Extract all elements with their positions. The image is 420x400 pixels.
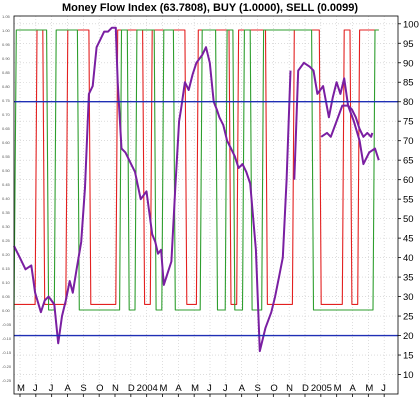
grid bbox=[14, 16, 398, 394]
left-tick-label: -0.15 bbox=[2, 350, 12, 355]
right-tick-label: 25 bbox=[403, 312, 414, 323]
x-tick-label: M bbox=[334, 383, 342, 394]
left-tick-label: 0.95 bbox=[2, 42, 11, 47]
x-tick-label: A bbox=[239, 383, 246, 394]
x-tick-label: J bbox=[49, 383, 54, 394]
right-tick-label: 20 bbox=[403, 331, 414, 342]
left-tick-label: 1.00 bbox=[2, 28, 11, 33]
right-tick-label: 10 bbox=[403, 370, 414, 381]
left-tick-label: -0.20 bbox=[2, 364, 12, 369]
left-tick-label: 0.15 bbox=[2, 266, 11, 271]
x-tick-label: 2005 bbox=[311, 383, 332, 394]
x-tick-label: M bbox=[160, 383, 168, 394]
right-tick-label: 85 bbox=[403, 78, 414, 89]
right-tick-label: 70 bbox=[403, 136, 414, 147]
left-tick-label: 0.60 bbox=[2, 140, 11, 145]
x-tick-label: J bbox=[207, 383, 212, 394]
x-tick-label: S bbox=[80, 383, 86, 394]
right-tick-label: 100 bbox=[403, 19, 419, 30]
right-tick-label: 65 bbox=[403, 156, 414, 167]
right-tick-label: 75 bbox=[403, 117, 414, 128]
right-tick-label: 95 bbox=[403, 39, 414, 50]
mfi-line bbox=[13, 26, 292, 353]
mfi-line-tail bbox=[320, 104, 380, 166]
x-tick-label: N bbox=[286, 383, 293, 394]
left-tick-label: 0.85 bbox=[2, 70, 11, 75]
x-tick-label: M bbox=[191, 383, 199, 394]
left-tick-label: 0.25 bbox=[2, 238, 11, 243]
right-tick-label: 55 bbox=[403, 195, 414, 206]
left-tick-label: 0.55 bbox=[2, 154, 11, 159]
series-lines bbox=[13, 26, 380, 353]
left-tick-label: 0.90 bbox=[2, 56, 11, 61]
right-tick-label: 30 bbox=[403, 292, 414, 303]
x-tick-label: N bbox=[112, 383, 119, 394]
left-tick-label: 0.75 bbox=[2, 98, 11, 103]
left-tick-label: 0.80 bbox=[2, 84, 11, 89]
left-tick-label: 0.20 bbox=[2, 252, 11, 257]
x-tick-label: A bbox=[65, 383, 72, 394]
left-tick-label: 0.35 bbox=[2, 210, 11, 215]
left-tick-label: 0.45 bbox=[2, 182, 11, 187]
right-tick-label: 90 bbox=[403, 58, 414, 69]
left-tick-label: 1.05 bbox=[2, 14, 11, 19]
right-tick-label: 80 bbox=[403, 97, 414, 108]
x-tick-label: J bbox=[381, 383, 386, 394]
x-axis-ticks: M J J A S O N D 2004 M A M J J A S O N D 2005 M A M J bbox=[17, 383, 386, 397]
left-tick-label: -0.25 bbox=[2, 378, 12, 383]
x-tick-label: A bbox=[175, 383, 182, 394]
right-tick-label: 45 bbox=[403, 234, 414, 245]
x-tick-label: J bbox=[223, 383, 228, 394]
mfi-line-segment bbox=[293, 61, 374, 180]
plot-frame bbox=[13, 15, 399, 395]
right-tick-label: 60 bbox=[403, 175, 414, 186]
right-tick-label: 50 bbox=[403, 214, 414, 225]
left-axis-ticks: 1.05 1.00 0.95 0.90 0.85 0.80 0.75 0.70 0.65 0.60… bbox=[2, 14, 12, 383]
right-axis-ticks: 10 15 20 25 30 35 40 45 50 55 60 65 70 75 80 85 90 95 100 bbox=[398, 19, 419, 381]
threshold-lines bbox=[14, 101, 398, 337]
left-tick-label: 0.70 bbox=[2, 112, 11, 117]
x-tick-label: A bbox=[350, 383, 357, 394]
left-tick-label: 0.10 bbox=[2, 280, 11, 285]
right-tick-label: 40 bbox=[403, 253, 414, 264]
x-tick-label: O bbox=[270, 383, 277, 394]
left-tick-label: 0.00 bbox=[2, 308, 11, 313]
left-tick-label: 0.40 bbox=[2, 196, 11, 201]
left-tick-label: -0.05 bbox=[2, 322, 12, 327]
x-tick-label: D bbox=[128, 383, 135, 394]
x-tick-label: J bbox=[33, 383, 38, 394]
right-tick-label: 15 bbox=[403, 351, 414, 362]
left-tick-label: -0.10 bbox=[2, 336, 12, 341]
right-tick-label: 35 bbox=[403, 273, 414, 284]
x-tick-label: M bbox=[365, 383, 373, 394]
left-tick-label: 0.50 bbox=[2, 168, 11, 173]
x-tick-label: M bbox=[17, 383, 25, 394]
buy-line bbox=[13, 29, 379, 311]
left-tick-label: 0.65 bbox=[2, 126, 11, 131]
left-tick-label: 0.30 bbox=[2, 224, 11, 229]
x-tick-label: S bbox=[255, 383, 261, 394]
left-tick-label: 0.05 bbox=[2, 294, 11, 299]
x-tick-label: D bbox=[302, 383, 309, 394]
x-tick-label: O bbox=[96, 383, 103, 394]
sell-line bbox=[14, 29, 379, 305]
chart-title: Money Flow Index (63.7808), BUY (1.0000)… bbox=[61, 2, 359, 14]
x-tick-label: 2004 bbox=[137, 383, 158, 394]
